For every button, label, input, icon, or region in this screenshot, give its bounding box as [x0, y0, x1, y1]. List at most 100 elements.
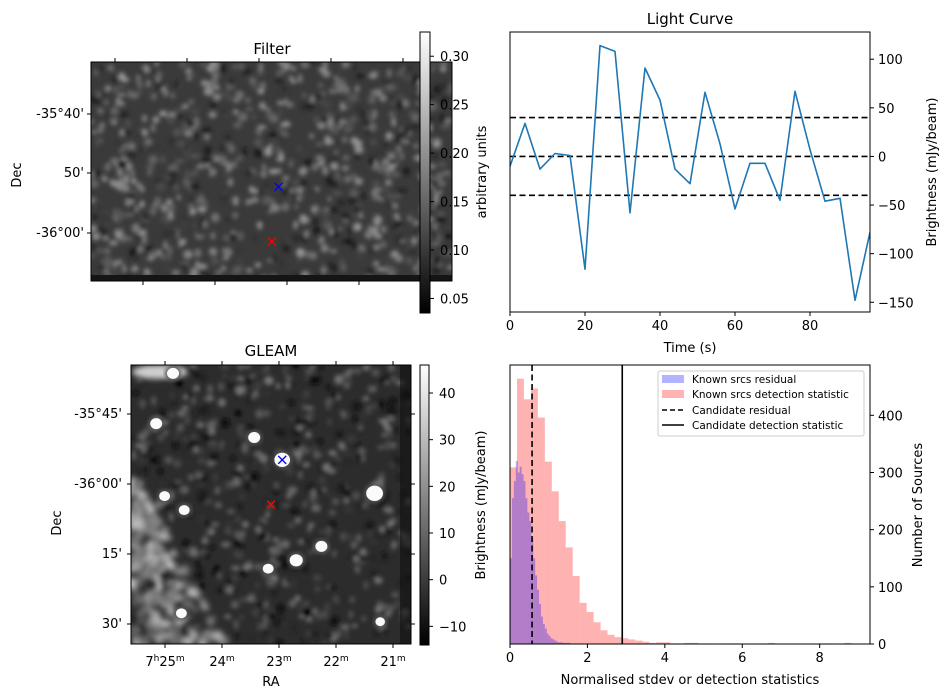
image-blob [157, 433, 165, 442]
image-blob [293, 220, 298, 229]
colorbar-tick-label: 10 [439, 527, 456, 542]
image-blob [311, 217, 319, 226]
histogram-bar [521, 474, 524, 644]
image-blob [311, 375, 322, 385]
image-blob [408, 111, 417, 118]
image-blob [251, 233, 258, 243]
image-blob [154, 552, 163, 557]
image-blob [337, 64, 345, 73]
image-blob [362, 118, 371, 128]
gleam-ytick-label: -35°45' [74, 407, 122, 422]
image-blob [392, 202, 399, 210]
image-blob [212, 569, 219, 577]
image-blob [353, 146, 364, 154]
image-blob [235, 529, 240, 540]
image-blob [200, 631, 213, 637]
image-blob [99, 122, 105, 128]
image-blob [370, 570, 378, 578]
image-blob [396, 62, 401, 71]
image-blob [208, 247, 218, 256]
radio-source [315, 540, 328, 552]
image-blob [91, 224, 97, 233]
image-blob [288, 158, 294, 169]
image-blob [273, 489, 279, 495]
histogram-bar [579, 602, 587, 644]
filter-title: Filter [253, 40, 291, 58]
image-blob [321, 639, 327, 644]
image-blob [183, 144, 189, 152]
image-blob [160, 634, 172, 640]
image-blob [385, 611, 392, 617]
image-blob [181, 103, 189, 109]
image-blob [298, 538, 304, 545]
image-blob [365, 532, 374, 539]
image-blob [176, 140, 186, 147]
image-blob [147, 255, 153, 262]
image-blob [139, 399, 146, 409]
image-blob [315, 94, 323, 101]
histogram-bar [510, 467, 517, 644]
legend-label: Candidate residual [692, 405, 791, 417]
image-blob [397, 188, 407, 193]
image-blob [231, 574, 239, 582]
image-blob [92, 201, 97, 210]
image-blob [306, 62, 317, 66]
image-blob [188, 72, 197, 78]
gleam-title: GLEAM [245, 342, 298, 360]
image-blob [342, 62, 349, 68]
image-blob [195, 593, 200, 602]
image-blob [203, 520, 210, 526]
image-blob [177, 423, 185, 432]
image-blob [347, 226, 353, 236]
image-blob [157, 229, 164, 236]
ra-minutes: 22 [323, 655, 340, 670]
image-blob [240, 597, 245, 604]
image-blob [364, 128, 371, 136]
image-blob [169, 391, 175, 401]
image-blob [200, 217, 205, 224]
image-blob [342, 95, 348, 105]
image-blob [263, 376, 274, 386]
image-blob [255, 380, 262, 391]
image-blob [245, 388, 254, 398]
image-blob [276, 167, 282, 175]
image-blob [96, 108, 104, 114]
image-blob [435, 172, 445, 182]
image-blob [131, 434, 136, 441]
image-blob [187, 587, 197, 598]
image-blob [354, 177, 364, 185]
image-blob [438, 181, 446, 187]
image-blob [356, 520, 364, 529]
image-blob [360, 109, 366, 118]
image-blob [244, 377, 253, 384]
image-blob [131, 177, 137, 185]
image-blob [272, 537, 280, 542]
image-blob [225, 584, 235, 595]
image-blob [322, 462, 331, 472]
image-blob [192, 606, 197, 613]
ra-minutes-unit: m [340, 654, 349, 664]
image-blob [132, 188, 142, 198]
image-blob [340, 623, 350, 631]
image-blob [318, 476, 326, 484]
image-blob [230, 230, 236, 235]
image-blob [293, 449, 303, 458]
image-blob [110, 268, 120, 276]
image-blob [138, 68, 146, 78]
image-blob [278, 62, 285, 67]
image-blob [410, 122, 421, 131]
image-blob [168, 639, 181, 644]
image-blob [249, 472, 256, 482]
image-blob [312, 115, 321, 124]
image-blob [262, 630, 268, 637]
marker-reference [267, 237, 277, 247]
image-blob [343, 534, 354, 541]
image-blob [155, 181, 166, 192]
image-blob [200, 62, 206, 69]
image-blob [235, 550, 244, 560]
image-blob [233, 538, 240, 547]
image-blob [175, 379, 185, 387]
image-blob [233, 265, 243, 272]
image-blob [347, 195, 357, 205]
image-blob [431, 203, 437, 210]
